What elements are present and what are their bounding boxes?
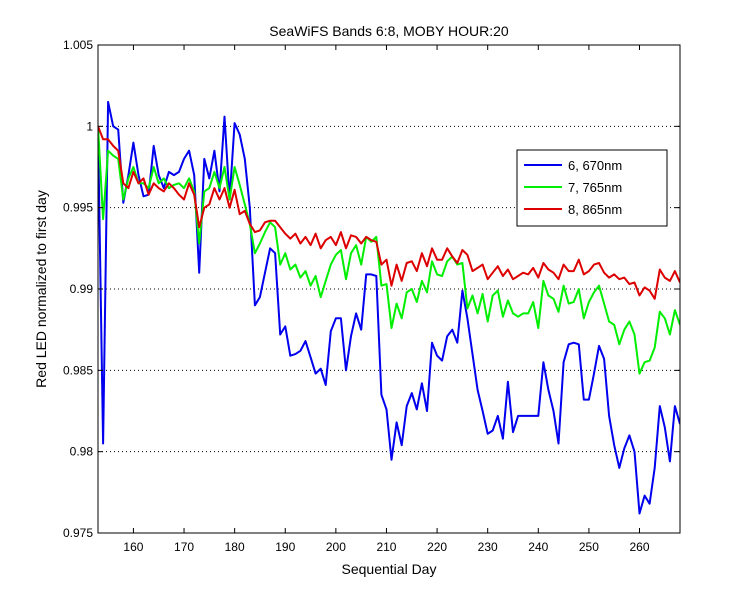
- y-axis-label: Red LED normalized to first day: [33, 190, 49, 388]
- legend-label-1: 6, 670nm: [568, 158, 622, 173]
- plot-area: [98, 45, 680, 533]
- y-tick-label: 0.995: [63, 201, 93, 215]
- x-axis-label: Sequential Day: [342, 561, 437, 577]
- y-tick-label: 0.985: [63, 363, 93, 377]
- x-tick-label: 170: [174, 540, 194, 554]
- x-tick-label: 180: [225, 540, 245, 554]
- y-tick-label: 0.99: [70, 282, 94, 296]
- legend: 6, 670nm 7, 765nm 8, 865nm: [516, 149, 668, 227]
- x-tick-label: 250: [579, 540, 599, 554]
- x-tick-label: 200: [326, 540, 346, 554]
- x-tick-label: 260: [629, 540, 649, 554]
- axis-ticks: 0.975 0.98 0.985 0.99 0.995 1 1.005 160 170 180 19…: [63, 38, 680, 554]
- y-tick-label: 0.98: [70, 445, 94, 459]
- x-tick-label: 160: [123, 540, 143, 554]
- x-tick-label: 240: [528, 540, 548, 554]
- legend-items: 6, 670nm 7, 765nm 8, 865nm: [524, 158, 622, 217]
- legend-label-3: 8, 865nm: [568, 202, 622, 217]
- series-line-3: [98, 125, 680, 300]
- series-lines: [98, 100, 680, 515]
- x-tick-label: 230: [478, 540, 498, 554]
- legend-label-2: 7, 765nm: [568, 180, 622, 195]
- y-tick-label: 0.975: [63, 526, 93, 540]
- x-tick-label: 210: [376, 540, 396, 554]
- x-tick-label: 190: [275, 540, 295, 554]
- x-tick-label: 220: [427, 540, 447, 554]
- y-tick-label: 1.005: [63, 38, 93, 52]
- chart-title: SeaWiFS Bands 6:8, MOBY HOUR:20: [269, 23, 509, 39]
- y-tick-label: 1: [86, 119, 93, 133]
